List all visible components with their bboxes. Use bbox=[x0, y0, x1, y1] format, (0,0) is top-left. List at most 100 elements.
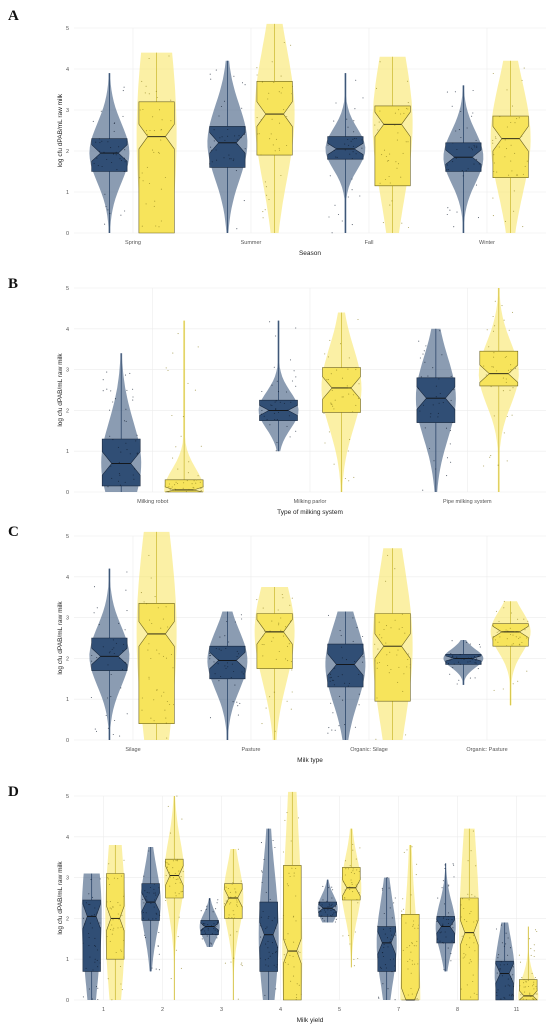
box-navy bbox=[416, 377, 456, 423]
y-tick-label: 1 bbox=[66, 697, 69, 703]
data-point bbox=[344, 682, 346, 684]
data-point bbox=[327, 356, 329, 358]
data-point bbox=[503, 964, 505, 966]
data-point bbox=[397, 132, 399, 134]
data-point bbox=[535, 985, 537, 988]
data-point bbox=[533, 944, 535, 946]
data-point bbox=[432, 367, 434, 369]
data-point bbox=[349, 865, 351, 867]
data-point bbox=[492, 635, 494, 638]
data-point bbox=[327, 906, 329, 908]
data-point bbox=[396, 654, 398, 656]
data-point bbox=[207, 927, 209, 929]
data-point bbox=[260, 916, 262, 918]
data-point bbox=[332, 914, 334, 916]
data-point bbox=[353, 887, 355, 889]
data-point bbox=[507, 954, 509, 956]
data-point bbox=[224, 635, 226, 637]
data-point bbox=[394, 619, 396, 621]
data-point bbox=[500, 998, 502, 1000]
data-point bbox=[265, 186, 267, 188]
data-point bbox=[442, 880, 444, 882]
data-point bbox=[334, 729, 336, 731]
data-point bbox=[231, 663, 233, 665]
y-tick-label: 2 bbox=[66, 149, 69, 155]
data-point bbox=[453, 876, 455, 878]
data-point bbox=[276, 441, 278, 444]
data-point bbox=[112, 929, 114, 931]
data-point bbox=[272, 953, 274, 955]
data-point bbox=[90, 696, 92, 699]
data-point bbox=[215, 69, 217, 71]
data-point bbox=[394, 112, 396, 114]
data-point bbox=[219, 636, 221, 638]
data-point bbox=[150, 717, 152, 719]
data-point bbox=[497, 989, 499, 991]
data-point bbox=[462, 957, 464, 959]
data-point bbox=[353, 120, 355, 122]
data-point bbox=[428, 447, 431, 450]
data-point bbox=[473, 144, 475, 146]
data-point bbox=[175, 882, 177, 884]
data-point bbox=[446, 169, 448, 171]
data-point bbox=[358, 870, 360, 873]
data-point bbox=[295, 327, 297, 329]
box-navy bbox=[445, 653, 482, 665]
data-point bbox=[188, 488, 190, 490]
data-point bbox=[498, 630, 500, 632]
data-point bbox=[471, 115, 473, 117]
data-point bbox=[329, 905, 331, 907]
data-point bbox=[150, 577, 152, 579]
data-point bbox=[460, 904, 462, 906]
data-point bbox=[211, 933, 213, 935]
data-point bbox=[209, 163, 211, 165]
data-point bbox=[505, 148, 508, 150]
data-point bbox=[506, 89, 508, 91]
data-point bbox=[477, 668, 479, 670]
data-point bbox=[492, 72, 494, 75]
data-point bbox=[167, 805, 169, 807]
data-point bbox=[196, 479, 198, 481]
data-point bbox=[293, 875, 295, 877]
data-point bbox=[355, 366, 357, 369]
y-tick-label: 5 bbox=[66, 794, 69, 800]
data-point bbox=[324, 353, 326, 355]
data-point bbox=[497, 641, 499, 643]
data-point bbox=[346, 118, 348, 120]
data-point bbox=[289, 359, 292, 361]
data-point bbox=[160, 627, 162, 629]
data-point bbox=[496, 991, 498, 994]
data-point bbox=[125, 420, 127, 422]
data-point bbox=[439, 932, 441, 934]
data-point bbox=[451, 105, 453, 107]
data-point bbox=[389, 651, 391, 653]
data-point bbox=[525, 986, 527, 988]
data-point bbox=[293, 872, 295, 874]
data-point bbox=[271, 640, 273, 642]
data-point bbox=[141, 80, 143, 82]
data-point bbox=[522, 173, 524, 175]
data-point bbox=[261, 870, 263, 872]
data-point bbox=[381, 637, 383, 639]
data-point bbox=[410, 972, 412, 974]
data-point bbox=[175, 860, 177, 862]
data-point bbox=[175, 481, 177, 483]
data-point bbox=[391, 971, 393, 973]
data-point bbox=[112, 153, 115, 155]
data-point bbox=[105, 205, 107, 208]
data-point bbox=[377, 956, 379, 958]
data-point bbox=[157, 945, 159, 947]
data-point bbox=[493, 352, 495, 354]
data-point bbox=[400, 113, 402, 115]
data-point bbox=[398, 666, 400, 668]
data-point bbox=[452, 421, 454, 423]
data-point bbox=[271, 920, 273, 922]
data-point bbox=[507, 937, 509, 939]
data-point bbox=[94, 958, 96, 960]
data-point bbox=[519, 961, 522, 963]
data-point bbox=[156, 913, 158, 915]
y-tick-label: 3 bbox=[66, 108, 69, 114]
data-point bbox=[471, 658, 473, 660]
data-point bbox=[442, 402, 444, 404]
